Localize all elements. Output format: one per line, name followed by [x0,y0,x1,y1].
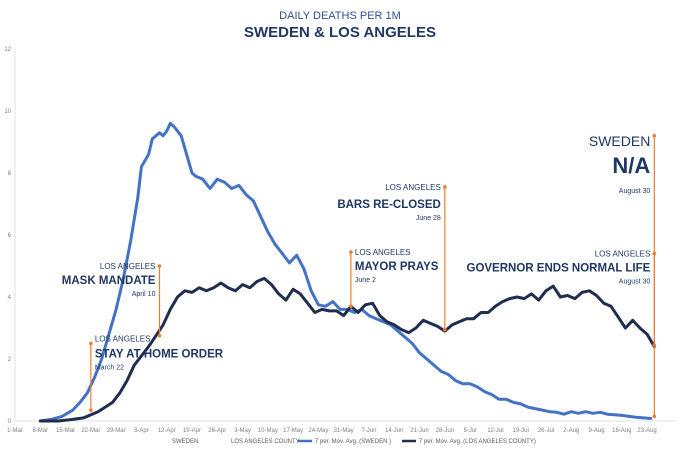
x-tick-label: 31-May [334,428,354,434]
legend-label: SWEDEN [172,439,198,445]
annotation-marker-bottom [157,333,162,338]
x-tick-label: 3-May [234,428,251,434]
y-tick-label: 2 [8,357,12,363]
annotation-top-label: LOS ANGELES [100,262,156,271]
x-tick-label: 7-Jun [361,428,376,434]
annotation-marker-bottom [443,327,447,332]
legend-label: 7 per. Mov. Avg. (LOS ANGELES COUNTY) [419,439,536,445]
x-tick-label: 28-Jun [436,428,454,434]
plot-area [14,49,676,422]
annotation-marker-top [157,264,162,268]
annotation-top-label: LOS ANGELES [385,183,441,192]
x-tick-label: 12-Jul [487,428,503,434]
legend-item: LOS ANGELES COUNTY [231,439,300,445]
annotation-mask: LOS ANGELES MASK MANDATE April 10 [62,262,162,338]
annotation-main-label: N/A [612,153,650,178]
annotation-marker-top [443,185,447,189]
x-tick-label: 26-Jul [538,428,554,434]
annotation-main-label: BARS RE-CLOSED [337,199,441,211]
chart-title: DAILY DEATHS PER 1M [279,10,401,22]
annotation-mayor: LOS ANGELES MAYOR PRAYS June 2 [349,248,439,309]
annotation-main-label: GOVERNOR ENDS NORMAL LIFE [467,263,651,275]
annotation-top-label: SWEDEN [589,133,650,149]
x-tick-label: 17-May [283,428,303,434]
x-tick-label: 8-Mar [32,428,48,434]
legend-item: 7 per. Mov. Avg. (SWEDEN ) [298,439,391,445]
x-tick-label: 21-Jun [410,428,428,434]
x-tick-label: 14-Jun [385,428,403,434]
annotation-date: June 28 [416,215,441,222]
annotation-date: March 22 [95,365,124,372]
legend-label: 7 per. Mov. Avg. (SWEDEN ) [315,439,391,445]
annotation-top-label: LOS ANGELES [355,248,411,257]
y-axis: 0 2 4 6 8 10 12 [4,47,11,425]
y-tick-label: 10 [4,109,11,115]
annotation-stay-home: LOS ANGELES STAY AT HOME ORDER March 22 [89,335,224,412]
series-lines [38,121,656,423]
annotation-marker-top [652,134,657,138]
annotation-main-label: MAYOR PRAYS [355,261,439,273]
x-tick-label: 5-Apr [134,428,149,434]
legend: SWEDEN LOS ANGELES COUNTY 7 per. Mov. Avg.… [172,439,536,445]
x-axis: 1-Mar 8-Mar 15-Mar 22-Mar 29-Mar 5-Apr 12-Apr 1… [7,428,657,434]
x-tick-label: 29-Mar [107,428,126,434]
x-tick-label: 10-May [258,428,278,434]
x-tick-label: 12-Apr [158,428,176,434]
x-tick-label: 15-Mar [56,428,75,434]
x-tick-label: 19-Jul [513,428,529,434]
annotation-marker-bottom [652,414,657,419]
annotation-date: August 30 [619,188,651,195]
legend-label: LOS ANGELES COUNTY [231,439,300,445]
annotation-bars: LOS ANGELES BARS RE-CLOSED June 28 [337,183,447,332]
y-tick-label: 12 [4,47,11,53]
annotation-marker-top [89,341,93,346]
y-tick-label: 0 [8,419,12,425]
x-tick-label: 5-Jul [464,428,477,434]
series-line-los-angeles [38,276,656,423]
annotation-top-label: LOS ANGELES [595,250,651,259]
annotation-main-label: STAY AT HOME ORDER [95,349,224,361]
y-tick-label: 6 [8,233,12,239]
x-tick-label: 16-Aug [612,428,631,434]
annotation-marker-top [349,250,353,254]
legend-item: SWEDEN [172,439,198,445]
annotation-date: June 2 [355,277,376,284]
y-tick-label: 4 [8,295,12,301]
x-tick-label: 26-Apr [208,428,226,434]
x-tick-label: 19-Apr [183,428,201,434]
chart-subtitle: SWEDEN & LOS ANGELES [244,24,436,41]
y-tick-label: 8 [8,171,12,177]
x-tick-label: 22-Mar [81,428,100,434]
legend-item: 7 per. Mov. Avg. (LOS ANGELES COUNTY) [402,439,536,445]
x-tick-label: 23-Aug [637,428,656,434]
annotation-marker-bottom [89,408,93,412]
annotation-marker-bottom [349,304,353,309]
annotation-sweden: SWEDEN N/A August 30 [589,133,657,419]
x-tick-label: 1-Mar [7,428,23,434]
annotation-date: April 10 [132,291,156,298]
series-line-sweden [38,121,653,423]
x-tick-label: 2-Aug [563,428,579,434]
annotation-date: August 30 [619,279,651,286]
annotation-top-label: LOS ANGELES [95,335,151,344]
x-tick-label: 24-May [308,428,328,434]
x-tick-label: 9-Aug [589,428,605,434]
annotation-main-label: MASK MANDATE [62,275,156,287]
